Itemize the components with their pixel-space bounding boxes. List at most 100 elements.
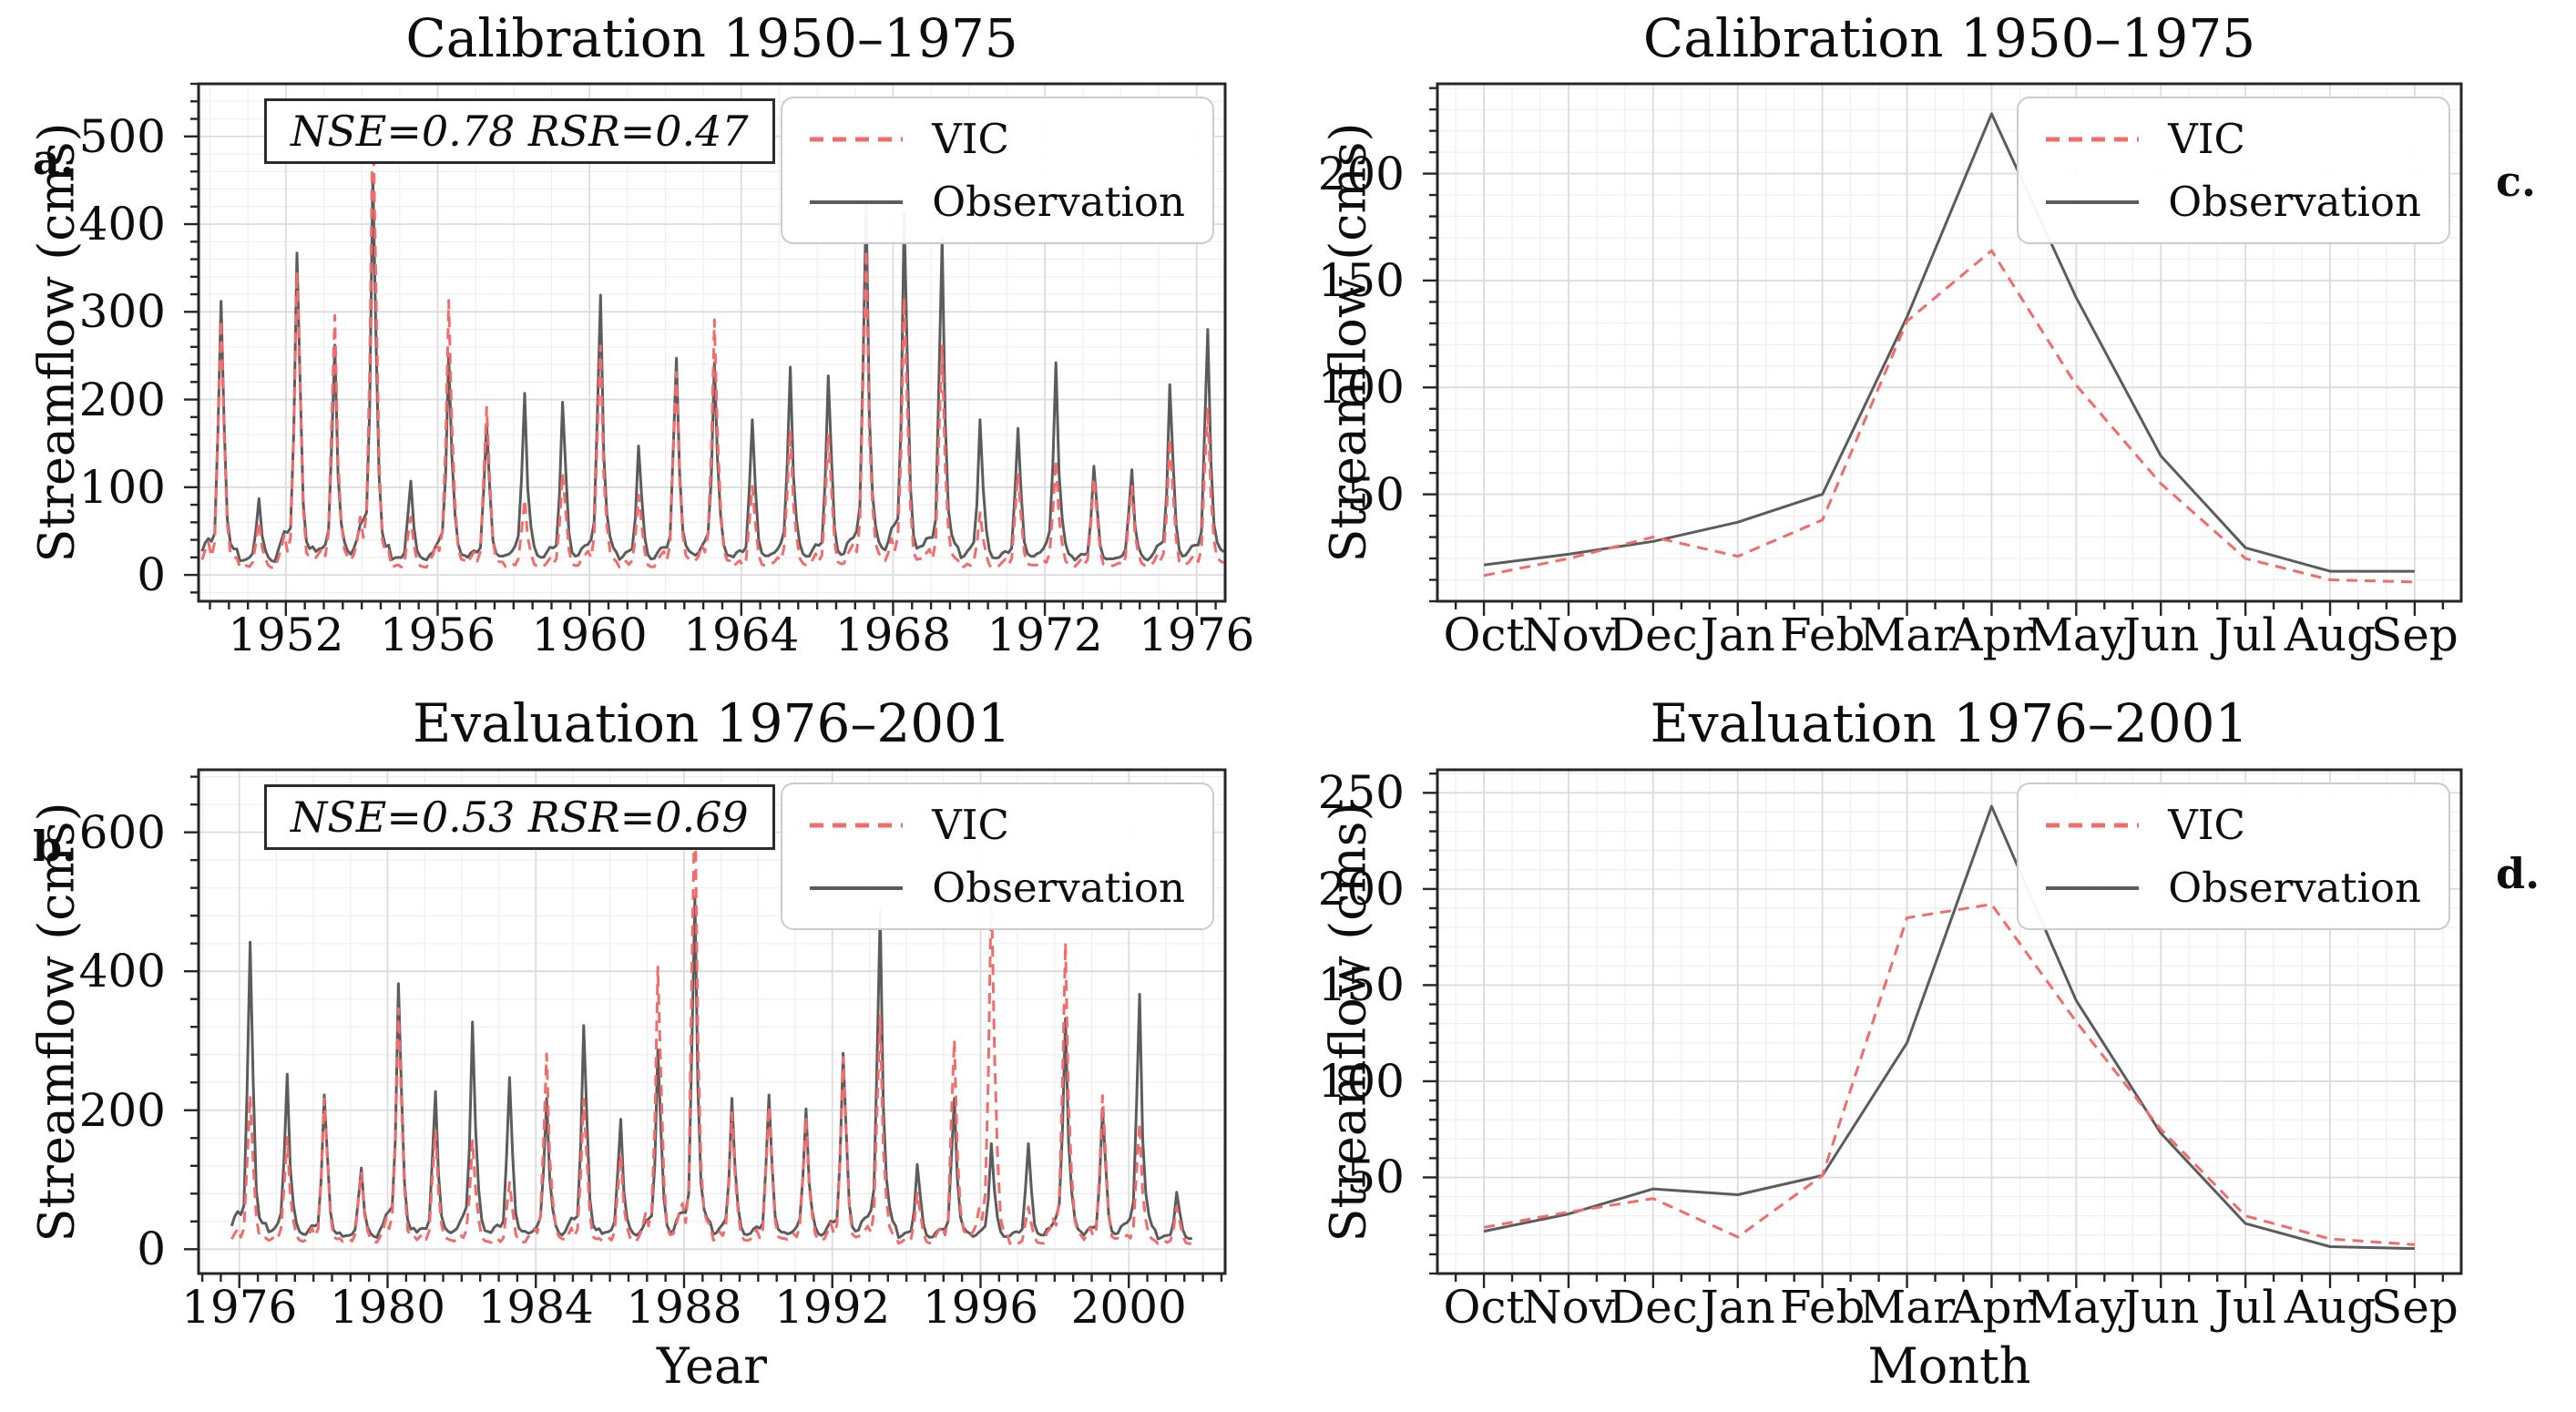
panel-letter: c. bbox=[2496, 157, 2537, 206]
legend-item-vic: VIC bbox=[806, 801, 1185, 849]
x-tick-label: Apr bbox=[1949, 1281, 2034, 1334]
x-tick-label: 1952 bbox=[228, 609, 344, 661]
x-tick-label: Jul bbox=[2213, 609, 2277, 661]
observation-line-sample bbox=[2046, 885, 2140, 890]
panel-letter: b. bbox=[33, 822, 77, 871]
observation-line-sample bbox=[810, 200, 904, 204]
y-tick-label: 100 bbox=[1317, 1054, 1405, 1108]
x-axis-label: Year bbox=[657, 1337, 767, 1395]
panel-title: Calibration 1950–1975 bbox=[1642, 7, 2256, 69]
y-axis-label: Streamflow (cms) bbox=[1319, 122, 1377, 563]
series-vic-line bbox=[200, 103, 1225, 570]
x-tick-label: Jan bbox=[1700, 1281, 1775, 1334]
x-tick-label: Feb bbox=[1779, 609, 1866, 661]
x-tick-label: Nov bbox=[1521, 609, 1616, 661]
x-tick-label: 1988 bbox=[626, 1281, 742, 1334]
x-tick-label: 1956 bbox=[379, 609, 496, 661]
legend-label: Observation bbox=[2168, 864, 2421, 912]
y-tick-label: 400 bbox=[78, 198, 166, 251]
x-tick-label: Jul bbox=[2213, 1281, 2277, 1334]
panel-letter: a. bbox=[33, 135, 75, 184]
axis-spine bbox=[197, 768, 1227, 1275]
x-tick-label: Oct bbox=[1443, 1281, 1525, 1334]
panel-title: Evaluation 1976–2001 bbox=[413, 692, 1011, 754]
legend-label: Observation bbox=[932, 864, 1185, 912]
y-tick-label: 50 bbox=[1346, 467, 1405, 521]
axis-spine bbox=[1436, 768, 2463, 1275]
x-tick-label: 2000 bbox=[1070, 1281, 1187, 1334]
axis-spine bbox=[197, 82, 1227, 603]
y-tick-label: 200 bbox=[78, 1083, 166, 1137]
x-tick-label: 1984 bbox=[477, 1281, 594, 1334]
legend-item-observation: Observation bbox=[2042, 178, 2421, 226]
y-tick-label: 500 bbox=[78, 109, 166, 163]
x-tick-label: Jan bbox=[1700, 609, 1775, 661]
legend-label: VIC bbox=[2168, 801, 2245, 849]
x-tick-label: 1972 bbox=[986, 609, 1103, 661]
series-observation-line bbox=[1483, 804, 2415, 1251]
legend: VIC Observation bbox=[781, 783, 1214, 930]
y-tick-label: 250 bbox=[1317, 766, 1405, 820]
y-tick-label: 100 bbox=[1317, 361, 1405, 414]
y-tick-label: 200 bbox=[78, 373, 166, 426]
panel-letter: d. bbox=[2496, 849, 2540, 898]
legend-item-observation: Observation bbox=[2042, 864, 2421, 912]
vic-line-sample bbox=[810, 137, 904, 141]
x-tick-label: Nov bbox=[1521, 1281, 1616, 1334]
x-tick-label: Jun bbox=[2121, 609, 2200, 661]
legend-label: Observation bbox=[932, 178, 1185, 226]
series-vic-line bbox=[1483, 903, 2416, 1246]
x-tick-label: Sep bbox=[2370, 609, 2458, 661]
x-axis-label: Month bbox=[1867, 1337, 2031, 1395]
legend-item-observation: Observation bbox=[806, 864, 1185, 912]
legend-label: VIC bbox=[932, 801, 1009, 849]
x-tick-label: Jun bbox=[2121, 1281, 2200, 1334]
observation-line-sample bbox=[810, 885, 904, 890]
vic-line-sample bbox=[2046, 137, 2140, 141]
legend-item-vic: VIC bbox=[2042, 801, 2421, 849]
x-tick-label: 1976 bbox=[1139, 609, 1255, 661]
x-tick-label: 1992 bbox=[774, 1281, 891, 1334]
panel-title: Evaluation 1976–2001 bbox=[1650, 692, 2249, 754]
y-tick-label: 100 bbox=[78, 460, 166, 514]
x-tick-label: Aug bbox=[2284, 1281, 2377, 1334]
x-tick-label: Aug bbox=[2284, 609, 2377, 661]
x-tick-label: 1968 bbox=[834, 609, 952, 661]
legend-label: Observation bbox=[2168, 178, 2421, 226]
x-tick-label: May bbox=[2026, 1281, 2126, 1334]
x-tick-label: Dec bbox=[1609, 609, 1698, 661]
axis-spine bbox=[1436, 82, 2463, 603]
legend-item-vic: VIC bbox=[2042, 115, 2421, 163]
y-tick-label: 200 bbox=[1317, 147, 1405, 200]
observation-line-sample bbox=[2046, 200, 2140, 204]
legend-item-vic: VIC bbox=[806, 115, 1185, 163]
series-observation-line bbox=[1483, 112, 2415, 573]
x-tick-label: 1980 bbox=[329, 1281, 446, 1334]
y-tick-label: 600 bbox=[78, 805, 166, 859]
x-tick-label: Dec bbox=[1609, 1281, 1698, 1334]
stats-box: NSE=0.78 RSR=0.47 bbox=[264, 98, 775, 164]
y-tick-label: 0 bbox=[137, 548, 166, 602]
legend: VIC Observation bbox=[2017, 783, 2450, 930]
y-tick-label: 50 bbox=[1346, 1151, 1405, 1204]
x-tick-label: Oct bbox=[1443, 609, 1525, 661]
stats-box: NSE=0.53 RSR=0.69 bbox=[264, 784, 775, 850]
y-tick-label: 300 bbox=[78, 285, 166, 339]
x-tick-label: Mar bbox=[1859, 609, 1955, 661]
vic-line-sample bbox=[2046, 823, 2140, 827]
panel-title: Calibration 1950–1975 bbox=[405, 7, 1018, 69]
y-tick-label: 150 bbox=[1317, 958, 1405, 1012]
y-tick-label: 400 bbox=[78, 945, 166, 998]
y-tick-label: 0 bbox=[137, 1223, 166, 1276]
legend: VIC Observation bbox=[781, 97, 1214, 244]
legend-item-observation: Observation bbox=[806, 178, 1185, 226]
series-vic-line bbox=[230, 792, 1192, 1245]
x-tick-label: Feb bbox=[1779, 1281, 1866, 1334]
y-tick-label: 200 bbox=[1317, 862, 1405, 916]
x-tick-label: Sep bbox=[2370, 1281, 2458, 1334]
x-tick-label: 1996 bbox=[922, 1281, 1039, 1334]
legend-label: VIC bbox=[932, 115, 1009, 163]
x-tick-label: 1976 bbox=[181, 1281, 298, 1334]
legend: VIC Observation bbox=[2017, 97, 2450, 244]
